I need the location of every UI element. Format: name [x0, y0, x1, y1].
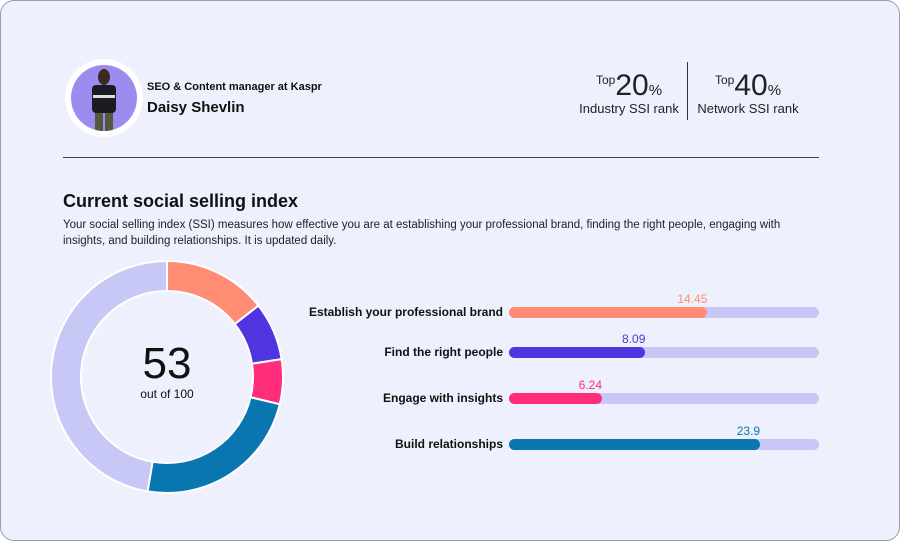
component-label: Find the right people	[384, 345, 503, 359]
component-row: Find the right people 8.09	[291, 332, 831, 363]
component-label: Establish your professional brand	[308, 305, 503, 319]
component-progress-fill	[509, 347, 646, 358]
component-progress-bar: 14.45	[509, 292, 819, 318]
rank-unit: %	[767, 82, 782, 99]
component-progress-fill	[509, 393, 602, 404]
component-value: 8.09	[622, 332, 646, 346]
section-description: Your social selling index (SSI) measures…	[63, 219, 781, 247]
component-row: Build relationships 23.9	[291, 424, 831, 455]
component-row: Establish your professional brand 14.45	[291, 292, 831, 323]
rank-value: 40	[734, 69, 768, 102]
donut-segment	[146, 396, 281, 494]
donut-segment-remaining	[50, 259, 168, 493]
ssi-donut-chart	[50, 259, 284, 494]
industry-rank: Top20% Industry SSI rank	[577, 69, 681, 116]
component-progress-bar: 6.24	[509, 378, 819, 404]
section-title: Current social selling index	[63, 191, 299, 211]
profile-role: SEO & Content manager at Kaspr	[147, 81, 322, 93]
rank-prefix: Top	[595, 73, 616, 87]
component-progress-fill	[509, 307, 708, 318]
rank-label: Industry SSI rank	[579, 101, 679, 116]
rank-prefix: Top	[714, 73, 735, 87]
ssi-score: 53 out of 100	[107, 339, 227, 402]
component-label: Build relationships	[394, 437, 503, 451]
donut-segment	[166, 259, 260, 326]
component-value: 23.9	[736, 424, 761, 438]
component-progress-bar: 23.9	[509, 424, 819, 450]
rank-unit: %	[648, 82, 663, 99]
profile-name: Daisy Shevlin	[147, 99, 245, 116]
divider	[63, 157, 819, 158]
rank-label: Network SSI rank	[697, 101, 799, 116]
person-photo	[92, 69, 116, 131]
network-rank: Top40% Network SSI rank	[695, 69, 801, 116]
component-value: 6.24	[578, 378, 602, 392]
score-value: 53	[142, 339, 192, 388]
divider	[687, 62, 688, 120]
component-row: Engage with insights 6.24	[291, 378, 831, 409]
component-progress-bar: 8.09	[509, 332, 819, 358]
component-progress-fill	[509, 439, 761, 450]
score-subtitle: out of 100	[140, 387, 194, 401]
rank-value: 20	[615, 69, 649, 102]
avatar	[65, 59, 143, 137]
component-value: 14.45	[677, 292, 708, 306]
component-label: Engage with insights	[382, 391, 503, 405]
